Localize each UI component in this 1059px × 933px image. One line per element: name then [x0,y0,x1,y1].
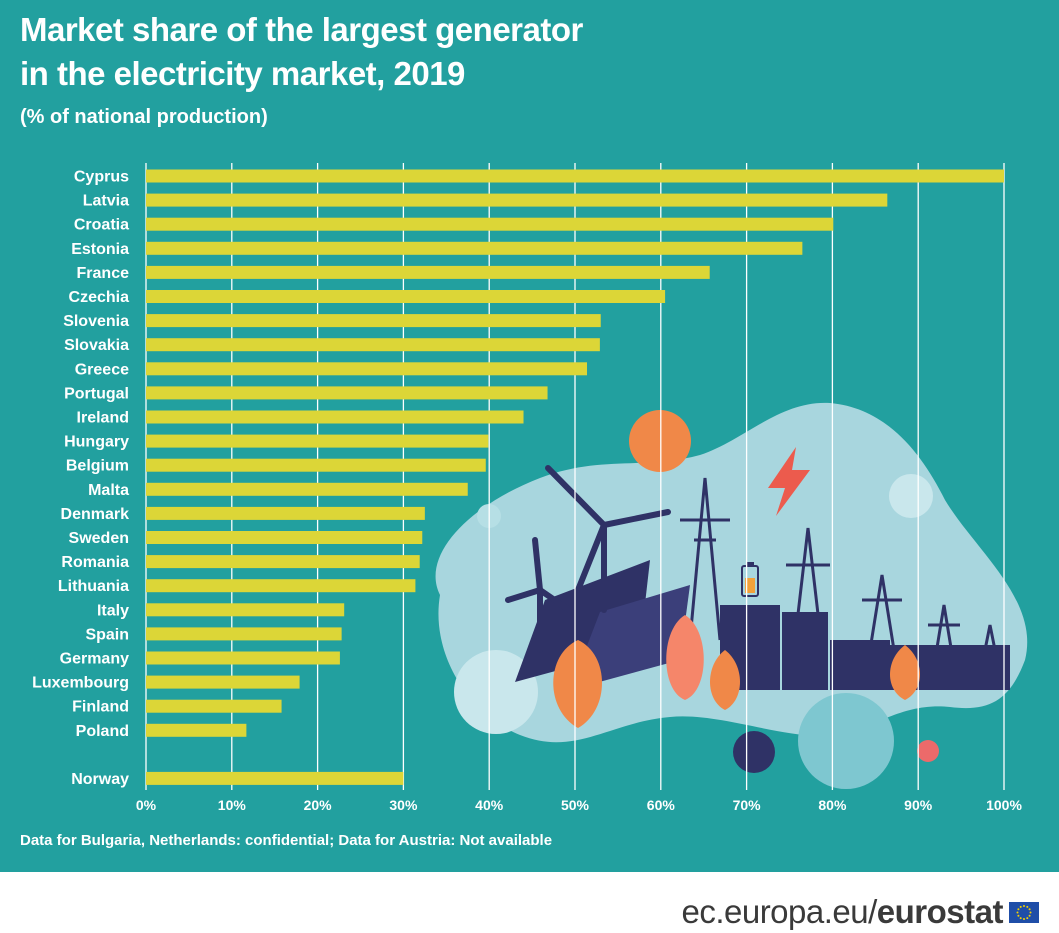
title-line-2: in the electricity market, 2019 [20,55,465,92]
bar-sweden [146,531,423,544]
category-label: Estonia [71,241,129,258]
x-tick-label: 20% [304,797,333,813]
x-tick-label: 30% [389,797,418,813]
deco-circle [798,693,894,789]
category-label: Denmark [61,506,130,523]
eurostat-brand: eurostat [876,893,1004,930]
bar-cyprus [146,169,1004,183]
bar-slovenia [146,314,601,328]
x-tick-label: 10% [218,797,247,813]
battery-icon [741,562,759,597]
solar-panel-icon [515,560,690,690]
bar-series [146,169,1004,785]
bar-france [146,265,710,279]
bar-denmark [146,506,425,520]
lightning-icon [768,447,810,516]
bar-italy [146,603,345,617]
bar-lithuania [146,579,416,593]
title-line-1: Market share of the largest generator [20,11,583,48]
x-tick-label: 90% [904,797,933,813]
category-label: Cyprus [74,169,129,186]
category-label: Finland [72,699,129,716]
category-label: Portugal [64,385,129,402]
category-label: Czechia [69,289,130,306]
category-label: Croatia [74,217,129,234]
bar-belgium [146,458,486,472]
data-footnote: Data for Bulgaria, Netherlands: confiden… [20,832,553,849]
x-tick-label: 100% [986,797,1022,813]
category-label: Luxembourg [32,675,129,692]
wind-turbine-icon [505,465,671,653]
page-title: Market share of the largest generator in… [20,8,583,96]
bar-romania [146,555,420,569]
deco-circle [889,474,933,518]
bar-estonia [146,241,803,255]
bar-greece [146,362,588,376]
factory-buildings [720,605,1010,690]
category-label: Italy [97,602,129,619]
category-label: Norway [71,771,129,788]
category-label: Romania [61,554,129,571]
category-label: Spain [85,626,129,643]
category-label: Poland [76,723,129,740]
category-labels: Cyprus Latvia Croatia Estonia France Czechia S… [32,169,129,788]
bar-norway [146,771,404,785]
chart-panel: Market share of the largest generator in… [0,0,1059,872]
category-label: Latvia [83,193,129,210]
deco-circle [733,731,775,773]
x-tick-label: 0% [136,797,157,813]
bar-ireland [146,410,524,424]
bar-czechia [146,290,666,303]
bar-chart: Cyprus Latvia Croatia Estonia France Czechia S… [32,163,1028,813]
category-label: France [77,265,130,282]
category-label: Sweden [69,530,129,547]
category-label: Germany [60,651,129,668]
tree-icon [553,615,920,728]
x-axis-ticks: 0% 10% 20% 30% 40% 50% 60% 70% 80% 90% 100% [136,797,1023,813]
category-label: Lithuania [58,578,129,595]
bar-portugal [146,386,548,400]
category-label: Malta [88,482,129,499]
bar-luxembourg [146,675,300,689]
eu-flag-icon [1009,901,1039,923]
deco-circle [917,740,939,762]
bar-latvia [146,193,888,207]
bar-malta [146,482,468,496]
category-label: Greece [75,361,129,378]
deco-circle [454,650,538,734]
category-label: Ireland [77,410,129,427]
bar-finland [146,699,282,713]
x-tick-label: 50% [561,797,590,813]
orange-sun-circle [629,410,691,472]
category-label: Slovakia [64,337,129,354]
category-label: Belgium [66,458,129,475]
bar-croatia [146,217,834,231]
category-label: Hungary [64,434,129,451]
footer: ec.europa.eu/ eurostat [681,893,1039,931]
energy-illustration [435,402,1028,789]
category-label: Slovenia [63,313,129,330]
bar-poland [146,723,247,737]
bar-germany [146,651,340,665]
x-tick-label: 60% [647,797,676,813]
bar-hungary [146,434,489,448]
bar-spain [146,627,342,641]
x-tick-label: 80% [818,797,847,813]
footer-url[interactable]: ec.europa.eu/ [681,893,877,930]
x-tick-label: 40% [475,797,504,813]
x-tick-label: 70% [733,797,762,813]
bar-slovakia [146,338,600,352]
chart-subtitle: (% of national production) [20,106,268,128]
